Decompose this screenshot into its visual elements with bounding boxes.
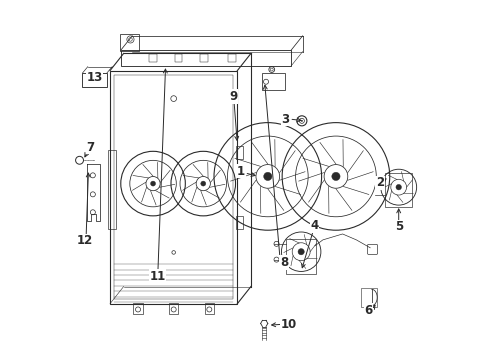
- Circle shape: [395, 184, 401, 190]
- Circle shape: [201, 181, 205, 186]
- Bar: [286, 239, 315, 274]
- Bar: [149, 54, 157, 62]
- Text: 9: 9: [229, 90, 237, 103]
- Text: 3: 3: [281, 113, 289, 126]
- Bar: [236, 146, 242, 159]
- Circle shape: [331, 172, 339, 181]
- Bar: [236, 216, 242, 229]
- Text: 8: 8: [279, 256, 287, 269]
- Bar: [169, 303, 178, 315]
- Text: 7: 7: [86, 140, 94, 153]
- Bar: [261, 73, 285, 90]
- Bar: [385, 173, 411, 207]
- Text: 6: 6: [364, 304, 371, 317]
- Bar: [120, 34, 139, 51]
- Text: 11: 11: [149, 270, 165, 283]
- Text: 2: 2: [375, 176, 384, 189]
- Bar: [204, 303, 214, 315]
- Text: 4: 4: [310, 219, 318, 233]
- Bar: [360, 288, 376, 307]
- Text: 10: 10: [280, 318, 297, 331]
- Circle shape: [297, 249, 304, 255]
- Text: 12: 12: [76, 234, 93, 247]
- Bar: [114, 75, 233, 300]
- Bar: [133, 303, 142, 315]
- Bar: [108, 150, 116, 229]
- Bar: [228, 54, 236, 62]
- Circle shape: [263, 172, 271, 181]
- Bar: [174, 54, 182, 62]
- Bar: [199, 54, 207, 62]
- Circle shape: [301, 120, 302, 122]
- Bar: [82, 73, 106, 87]
- Text: 13: 13: [86, 71, 102, 84]
- Text: 1: 1: [236, 165, 244, 178]
- Circle shape: [150, 181, 155, 186]
- Text: 5: 5: [394, 220, 402, 233]
- Bar: [110, 71, 237, 304]
- Bar: [121, 50, 290, 66]
